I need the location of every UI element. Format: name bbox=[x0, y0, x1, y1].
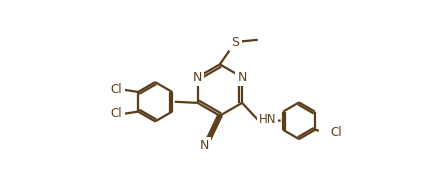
Text: N: N bbox=[200, 139, 209, 152]
Text: Cl: Cl bbox=[111, 83, 123, 96]
Text: Cl: Cl bbox=[111, 107, 123, 120]
Text: N: N bbox=[237, 71, 247, 84]
Text: N: N bbox=[193, 71, 202, 84]
Text: S: S bbox=[232, 36, 240, 49]
Text: HN: HN bbox=[259, 113, 276, 126]
Text: Cl: Cl bbox=[331, 126, 342, 139]
